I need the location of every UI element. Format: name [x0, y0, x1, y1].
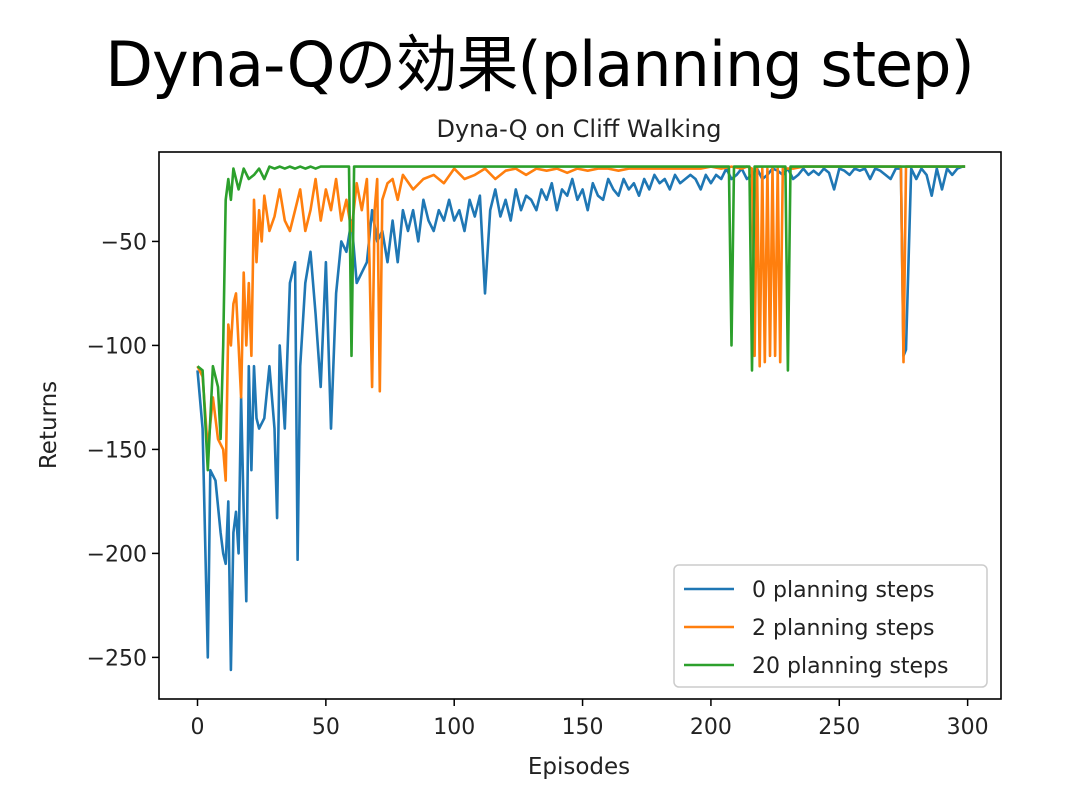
series-line-0	[196, 165, 966, 672]
series-lines	[196, 165, 966, 672]
x-tick-label: 100	[433, 715, 475, 740]
legend: 0 planning steps 2 planning steps 20 plann…	[673, 564, 988, 688]
x-tick-label: 300	[947, 715, 989, 740]
x-tick-label: 0	[191, 715, 205, 740]
y-tick-label: −100	[87, 334, 147, 359]
legend-label-1: 2 planning steps	[752, 616, 935, 641]
chart-title: Dyna-Q on Cliff Walking	[436, 115, 721, 143]
legend-box	[673, 564, 988, 688]
x-tick-label: 50	[312, 715, 340, 740]
x-axis-label: Episodes	[528, 754, 630, 780]
plot-area-frame	[158, 151, 1002, 700]
y-tick-label: −50	[101, 230, 147, 255]
y-tick-label: −250	[87, 646, 147, 671]
y-tick-label: −150	[87, 438, 147, 463]
slide-title: Dyna-Qの効果(planning step)	[105, 28, 974, 101]
x-tick-label: 150	[562, 715, 604, 740]
x-tick-label: 200	[690, 715, 732, 740]
legend-label-2: 20 planning steps	[752, 654, 949, 679]
legend-label-0: 0 planning steps	[752, 578, 935, 603]
y-axis-label: Returns	[36, 381, 62, 469]
x-tick-label: 250	[818, 715, 860, 740]
series-line-2	[196, 165, 966, 472]
axis-ticks: 0 50 100 150 200 250 300 −50 −100 −150 −200 −250	[87, 230, 989, 740]
series-line-1	[196, 165, 966, 482]
y-tick-label: −200	[87, 542, 147, 567]
